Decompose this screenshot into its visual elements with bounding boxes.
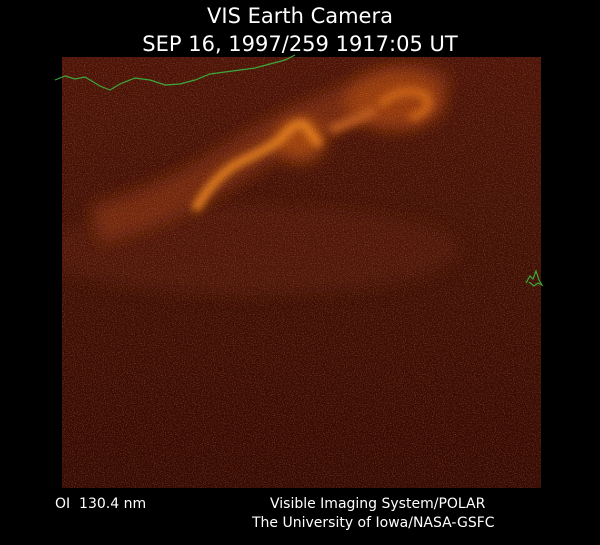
timestamp: SEP 16, 1997/259 1917:05 UT bbox=[142, 32, 458, 56]
image-noise bbox=[62, 57, 541, 488]
earth-limb bbox=[54, 54, 296, 91]
limb-fragment bbox=[525, 269, 544, 287]
title: VIS Earth Camera bbox=[207, 4, 393, 28]
institution-label: The University of Iowa/NASA-GSFC bbox=[251, 515, 495, 531]
filter-label: OI 130.4 nm bbox=[55, 496, 146, 512]
aurora-image bbox=[62, 57, 541, 488]
system-label: Visible Imaging System/POLAR bbox=[270, 496, 486, 512]
